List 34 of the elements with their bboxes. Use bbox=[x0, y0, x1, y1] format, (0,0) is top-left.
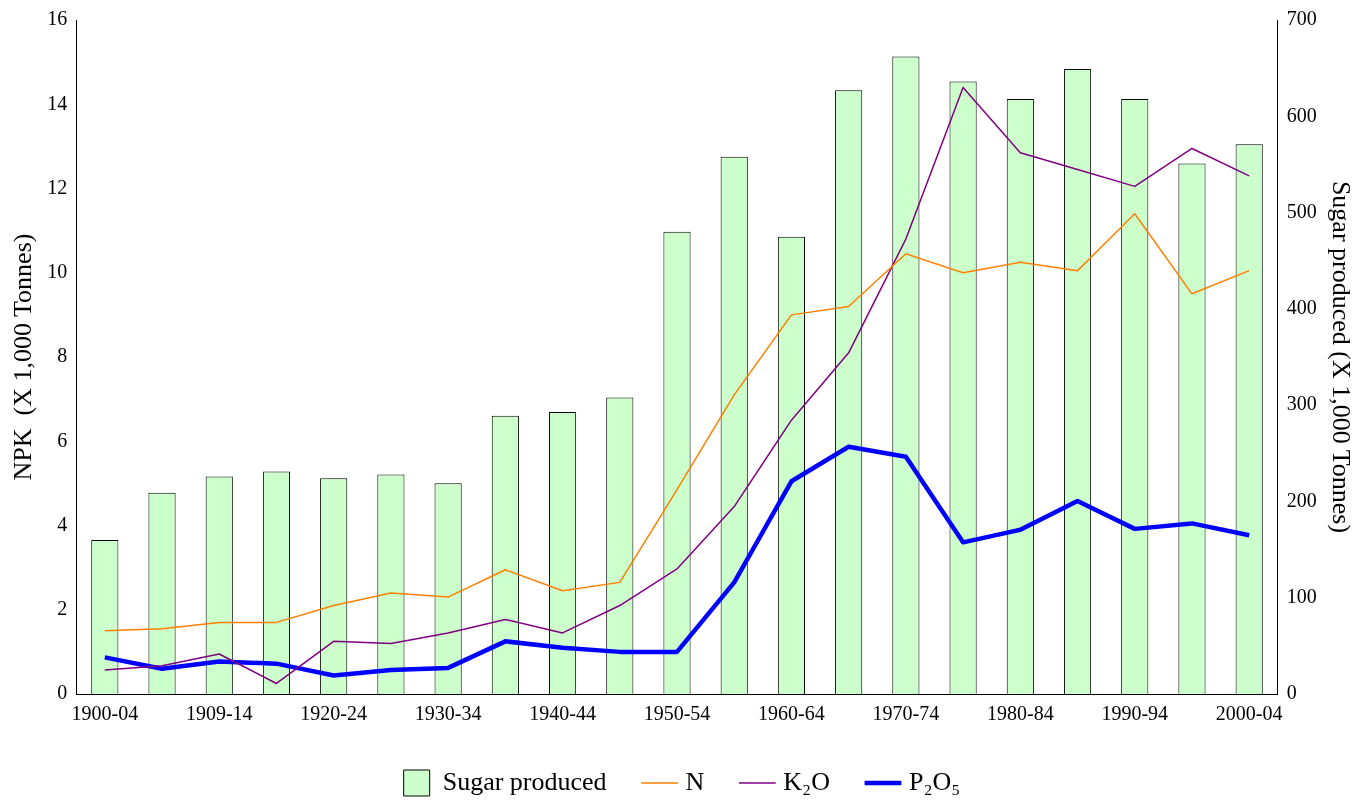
x-tick-label: 1970-74 bbox=[872, 702, 940, 725]
y2-tick-label: 500 bbox=[1286, 199, 1317, 222]
legend-label: K₂O bbox=[783, 766, 830, 796]
y2-tick-label: 600 bbox=[1286, 103, 1317, 126]
y2-tick-label: 400 bbox=[1286, 296, 1317, 319]
y2-tick-label: 0 bbox=[1286, 681, 1297, 704]
x-tick-label: 1950-54 bbox=[643, 702, 711, 725]
x-tick-label: 2000-04 bbox=[1215, 702, 1283, 725]
y-tick-label: 2 bbox=[57, 597, 68, 619]
legend-label: P₂O₅ bbox=[908, 766, 961, 796]
y-tick-label: 4 bbox=[57, 512, 68, 535]
x-tick-label: 1960-64 bbox=[758, 702, 825, 725]
y2-axis-title: Sugar produced (X 1,000 Tonnes) bbox=[1326, 180, 1356, 534]
y2-tick-label: 200 bbox=[1286, 488, 1317, 511]
y2-tick-label: 100 bbox=[1286, 584, 1317, 607]
y-tick-label: 0 bbox=[57, 681, 68, 704]
legend-label: Sugar produced bbox=[442, 766, 607, 796]
y-tick-label: 16 bbox=[47, 7, 68, 30]
legend-label: N bbox=[685, 766, 705, 796]
y-tick-label: 12 bbox=[47, 175, 68, 198]
x-tick-label: 1909-14 bbox=[185, 702, 253, 725]
y-tick-label: 14 bbox=[47, 91, 68, 114]
y-tick-label: 8 bbox=[57, 344, 68, 367]
x-tick-label: 1920-24 bbox=[300, 702, 368, 725]
y-tick-label: 6 bbox=[57, 428, 68, 451]
x-tick-label: 1990-94 bbox=[1101, 702, 1169, 725]
y-tick-label: 10 bbox=[47, 260, 68, 282]
x-tick-label: 1930-34 bbox=[414, 702, 482, 725]
y-axis-title: NPK (X 1,000 Tonnes) bbox=[8, 233, 38, 481]
x-tick-label: 1980-84 bbox=[986, 702, 1054, 725]
y2-tick-label: 300 bbox=[1286, 392, 1317, 415]
y2-tick-label: 700 bbox=[1286, 7, 1317, 30]
x-tick-label: 1940-44 bbox=[529, 702, 596, 725]
x-tick-label: 1900-04 bbox=[71, 702, 139, 725]
